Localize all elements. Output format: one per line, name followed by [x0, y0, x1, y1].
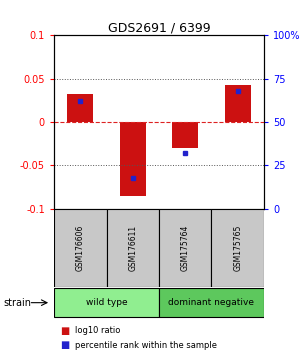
Bar: [106, 209, 159, 287]
Bar: [120, 122, 146, 196]
Bar: [159, 288, 264, 317]
Text: GSM175765: GSM175765: [233, 224, 242, 271]
Title: GDS2691 / 6399: GDS2691 / 6399: [108, 21, 210, 34]
Text: wild type: wild type: [86, 298, 127, 307]
Bar: [67, 93, 93, 122]
Text: log10 ratio: log10 ratio: [75, 326, 120, 336]
Text: strain: strain: [3, 298, 31, 308]
Text: ■: ■: [60, 340, 69, 350]
Text: GSM175764: GSM175764: [181, 224, 190, 271]
Bar: [172, 122, 198, 148]
Bar: [225, 85, 251, 122]
Text: ■: ■: [60, 326, 69, 336]
Text: GSM176606: GSM176606: [76, 224, 85, 271]
Text: percentile rank within the sample: percentile rank within the sample: [75, 341, 217, 350]
Bar: [212, 209, 264, 287]
Bar: [159, 209, 211, 287]
Bar: [54, 209, 106, 287]
Text: GSM176611: GSM176611: [128, 225, 137, 271]
Text: dominant negative: dominant negative: [169, 298, 254, 307]
Bar: [54, 288, 159, 317]
